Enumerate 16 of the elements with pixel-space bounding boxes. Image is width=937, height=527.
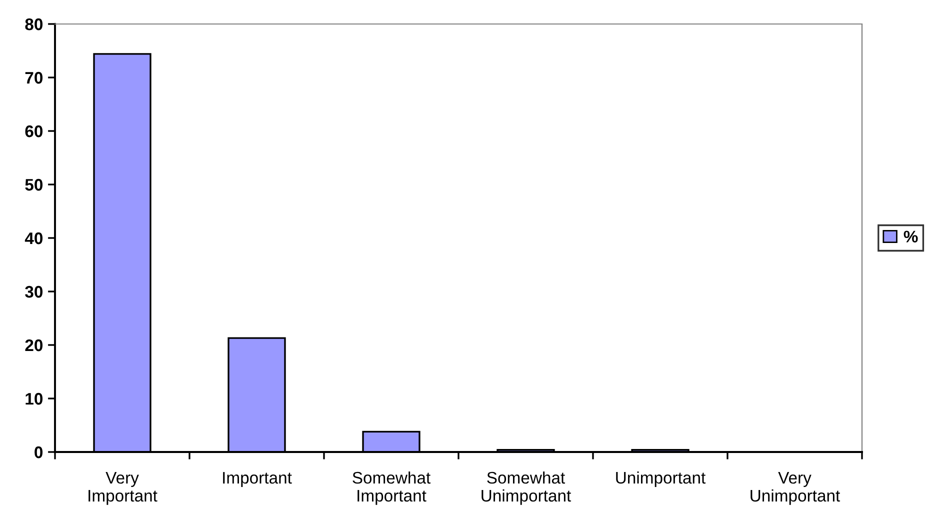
y-tick-label: 20 <box>25 339 43 352</box>
x-tick-label: Very Unimportant <box>750 472 840 505</box>
y-tick-label: 50 <box>25 178 43 191</box>
x-tick-label: Unimportant <box>616 471 706 487</box>
x-tick-label: Somewhat Unimportant <box>482 471 572 505</box>
y-tick-label: 80 <box>25 18 43 30</box>
y-tick-label: 40 <box>24 232 43 244</box>
x-tick-label: Important <box>223 472 292 487</box>
y-tick-label: 70 <box>25 72 43 84</box>
y-tick-label: 10 <box>26 392 43 405</box>
x-tick-label: Very Important <box>88 472 158 505</box>
y-tick-label: 30 <box>25 286 43 298</box>
legend-label: % <box>904 230 918 242</box>
x-tick-label: Somewhat Important <box>352 471 430 505</box>
y-tick-label: 0 <box>34 446 43 458</box>
y-tick-label: 60 <box>25 125 43 138</box>
